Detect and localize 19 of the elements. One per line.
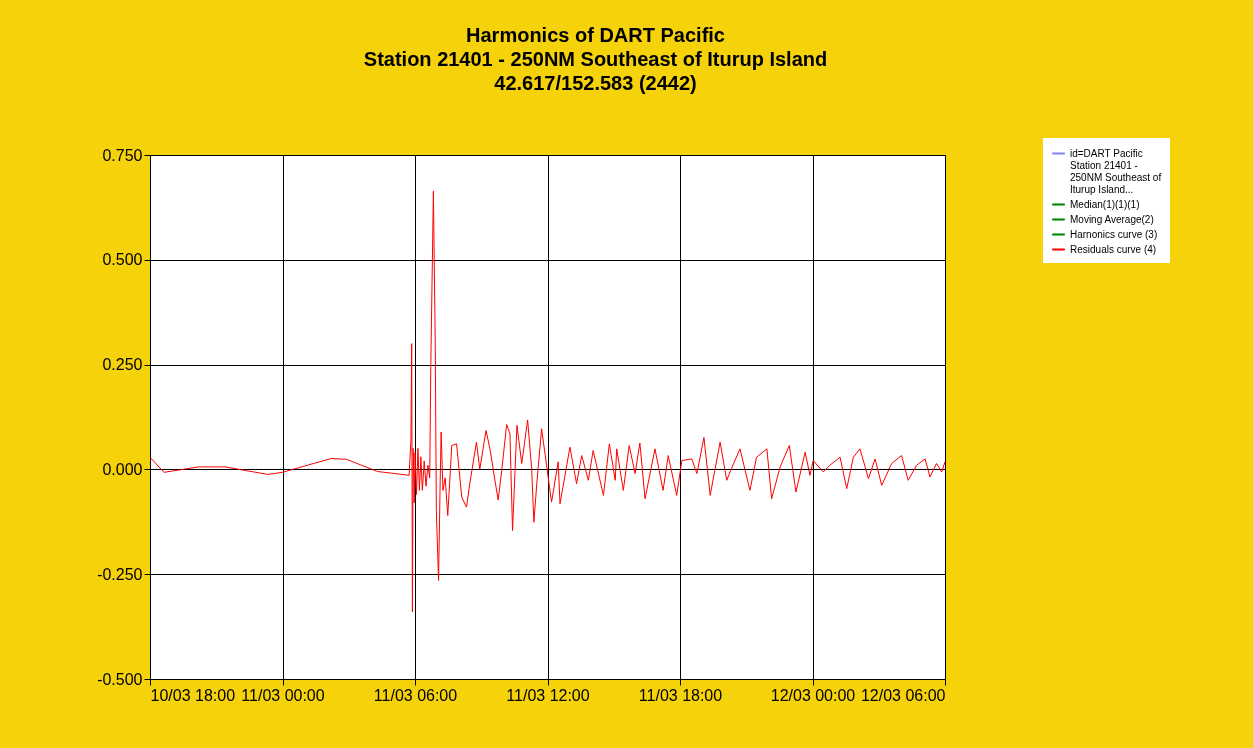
x-tick-label: 11/03 12:00 <box>506 686 590 704</box>
y-tick-label: -0.250 <box>97 565 143 583</box>
y-tick-label: 0.500 <box>102 251 143 269</box>
chart-title: Harmonics of DART Pacific Station 21401 - 250NM Southeast of Iturup Island 42.617/152.583 (2442) <box>363 24 828 94</box>
legend-label: Harnonics curve (3) <box>1070 228 1158 240</box>
x-tick-label: 12/03 06:00 <box>860 686 946 704</box>
legend-label: Moving Average(2) <box>1070 213 1154 225</box>
y-tick-label: 0.000 <box>102 460 143 478</box>
x-tick-label: 10/03 18:00 <box>150 686 236 704</box>
legend-label: Residuals curve (4) <box>1070 243 1157 255</box>
y-tick-label: 0.750 <box>102 146 143 164</box>
y-tick-label: 0.250 <box>102 356 143 374</box>
x-tick-label: 12/03 00:00 <box>770 686 856 704</box>
x-tick-label: 11/03 00:00 <box>241 686 325 704</box>
legend-label: id=DART Pacific Station 21401 - 250NM Southeast of Iturup Island... <box>1070 147 1162 195</box>
y-tick-label: -0.500 <box>97 670 143 688</box>
x-tick-label: 11/03 06:00 <box>373 686 458 704</box>
legend-label: Median(1)(1)(1) <box>1070 198 1140 210</box>
x-tick-label: 11/03 18:00 <box>638 686 723 704</box>
